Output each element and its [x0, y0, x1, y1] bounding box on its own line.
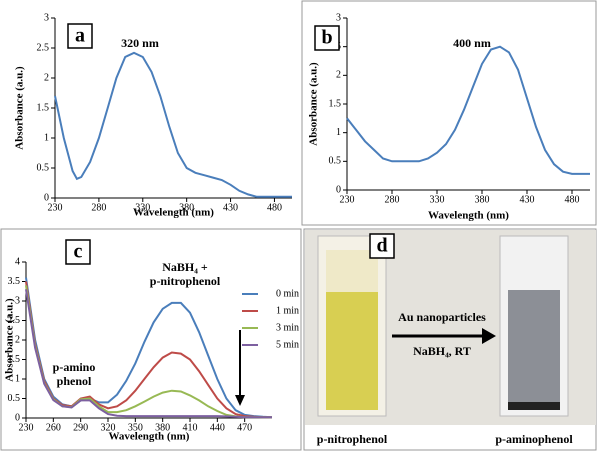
data-line: [25, 285, 272, 419]
x-tick-label: 350: [128, 422, 143, 433]
x-tick-label: 230: [48, 202, 63, 213]
y-tick-label: 2: [15, 334, 20, 345]
y-tick-label: 0: [15, 412, 20, 423]
x-tick-label: 430: [223, 202, 238, 213]
x-tick-label: 290: [73, 422, 88, 433]
x-tick-label: 480: [565, 194, 580, 205]
legend-label: 5 min: [276, 339, 299, 350]
photo: [305, 230, 596, 425]
y-tick-label: 3.5: [8, 276, 21, 287]
data-line: [346, 45, 590, 175]
arrow-head: [235, 395, 245, 406]
x-tick-label: 380: [475, 194, 490, 205]
panel-letter: d: [376, 235, 387, 257]
x-tick-label: 480: [267, 202, 282, 213]
panel-letter: a: [75, 25, 85, 47]
annotation: phenol: [57, 374, 92, 388]
annotation: 320 nm: [121, 36, 159, 50]
legend-label: 1 min: [276, 305, 299, 316]
y-tick-label: 0.5: [329, 156, 342, 167]
panel-letter-box: [369, 233, 395, 259]
data-line: [25, 277, 273, 419]
y-tick-label: 1: [15, 373, 20, 384]
y-tick-label: 1.5: [8, 354, 21, 365]
caption: p-nitrophenol: [317, 432, 388, 446]
x-tick-label: 280: [385, 194, 400, 205]
y-tick-label: 2: [44, 72, 49, 83]
y-axis-label: Absorbance (a.u.): [308, 62, 320, 146]
annotation: p-amino: [53, 360, 96, 374]
liquid: [326, 292, 378, 410]
y-tick-label: 0.5: [8, 393, 21, 404]
x-tick-label: 330: [135, 202, 150, 213]
x-tick-label: 280: [91, 202, 106, 213]
data-line: [54, 51, 292, 198]
panel-border: [301, 0, 597, 226]
y-axis-label: Absorbance (a.u.): [4, 298, 16, 382]
legend-label: 0 min: [276, 288, 299, 299]
x-axis-label: Wavelength (nm): [109, 431, 190, 443]
arrow-head: [482, 328, 496, 344]
arrow-label: NaBH₄, RT: [413, 344, 471, 358]
y-tick-label: 0.5: [37, 162, 50, 173]
x-tick-label: 380: [179, 202, 194, 213]
y-tick-label: 1: [336, 127, 341, 138]
legend-label: 3 min: [276, 322, 299, 333]
y-tick-label: 1.5: [329, 98, 342, 109]
x-tick-label: 230: [340, 194, 355, 205]
x-tick-label: 380: [155, 422, 170, 433]
y-tick-label: 0: [44, 192, 49, 203]
panel-letter: c: [74, 241, 83, 263]
x-tick-label: 470: [237, 422, 252, 433]
y-tick-label: 3: [15, 295, 20, 306]
x-tick-label: 440: [210, 422, 225, 433]
sediment: [508, 402, 560, 410]
x-axis-label: Wavelength (nm): [428, 210, 509, 222]
panel-letter-box: [314, 25, 340, 51]
caption: p-aminophenol: [495, 432, 573, 446]
y-tick-label: 1.5: [37, 102, 50, 113]
y-tick-label: 2: [336, 70, 341, 81]
x-tick-label: 330: [430, 194, 445, 205]
annotation: 400 nm: [453, 36, 491, 50]
panel-letter-box: [67, 23, 93, 49]
x-tick-label: 320: [101, 422, 116, 433]
y-tick-label: 2.5: [37, 42, 50, 53]
x-tick-label: 260: [46, 422, 61, 433]
panel-border: [0, 228, 302, 451]
annotation: p-nitrophenol: [150, 274, 221, 288]
x-tick-label: 230: [19, 422, 34, 433]
y-tick-label: 2.5: [8, 315, 21, 326]
panel-letter-box: [65, 239, 91, 265]
liquid: [508, 290, 560, 410]
data-line: [25, 281, 272, 419]
x-tick-label: 410: [183, 422, 198, 433]
y-tick-label: 0: [336, 184, 341, 195]
y-tick-label: 3: [44, 12, 49, 23]
y-axis-label: Absorbance (a.u.): [14, 66, 26, 150]
x-tick-label: 430: [520, 194, 535, 205]
arrow-label: Au nanoparticles: [398, 310, 486, 324]
data-line: [25, 289, 272, 419]
x-axis-label: Wavelength (nm): [133, 207, 214, 219]
annotation: NaBH₄ +: [162, 260, 208, 274]
y-tick-label: 3: [336, 12, 341, 23]
y-tick-label: 4: [15, 256, 20, 267]
y-tick-label: 1: [44, 132, 49, 143]
panel-letter: b: [321, 27, 332, 49]
